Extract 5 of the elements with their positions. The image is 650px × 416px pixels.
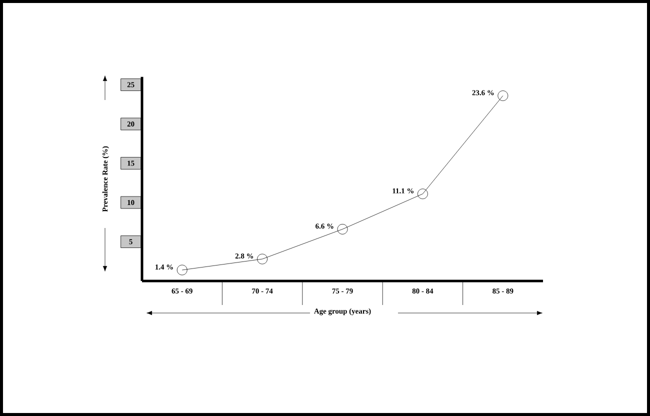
point bbox=[337, 224, 348, 234]
point bbox=[498, 90, 508, 101]
point bbox=[418, 188, 428, 200]
point bbox=[176, 264, 188, 276]
point bbox=[257, 254, 268, 264]
